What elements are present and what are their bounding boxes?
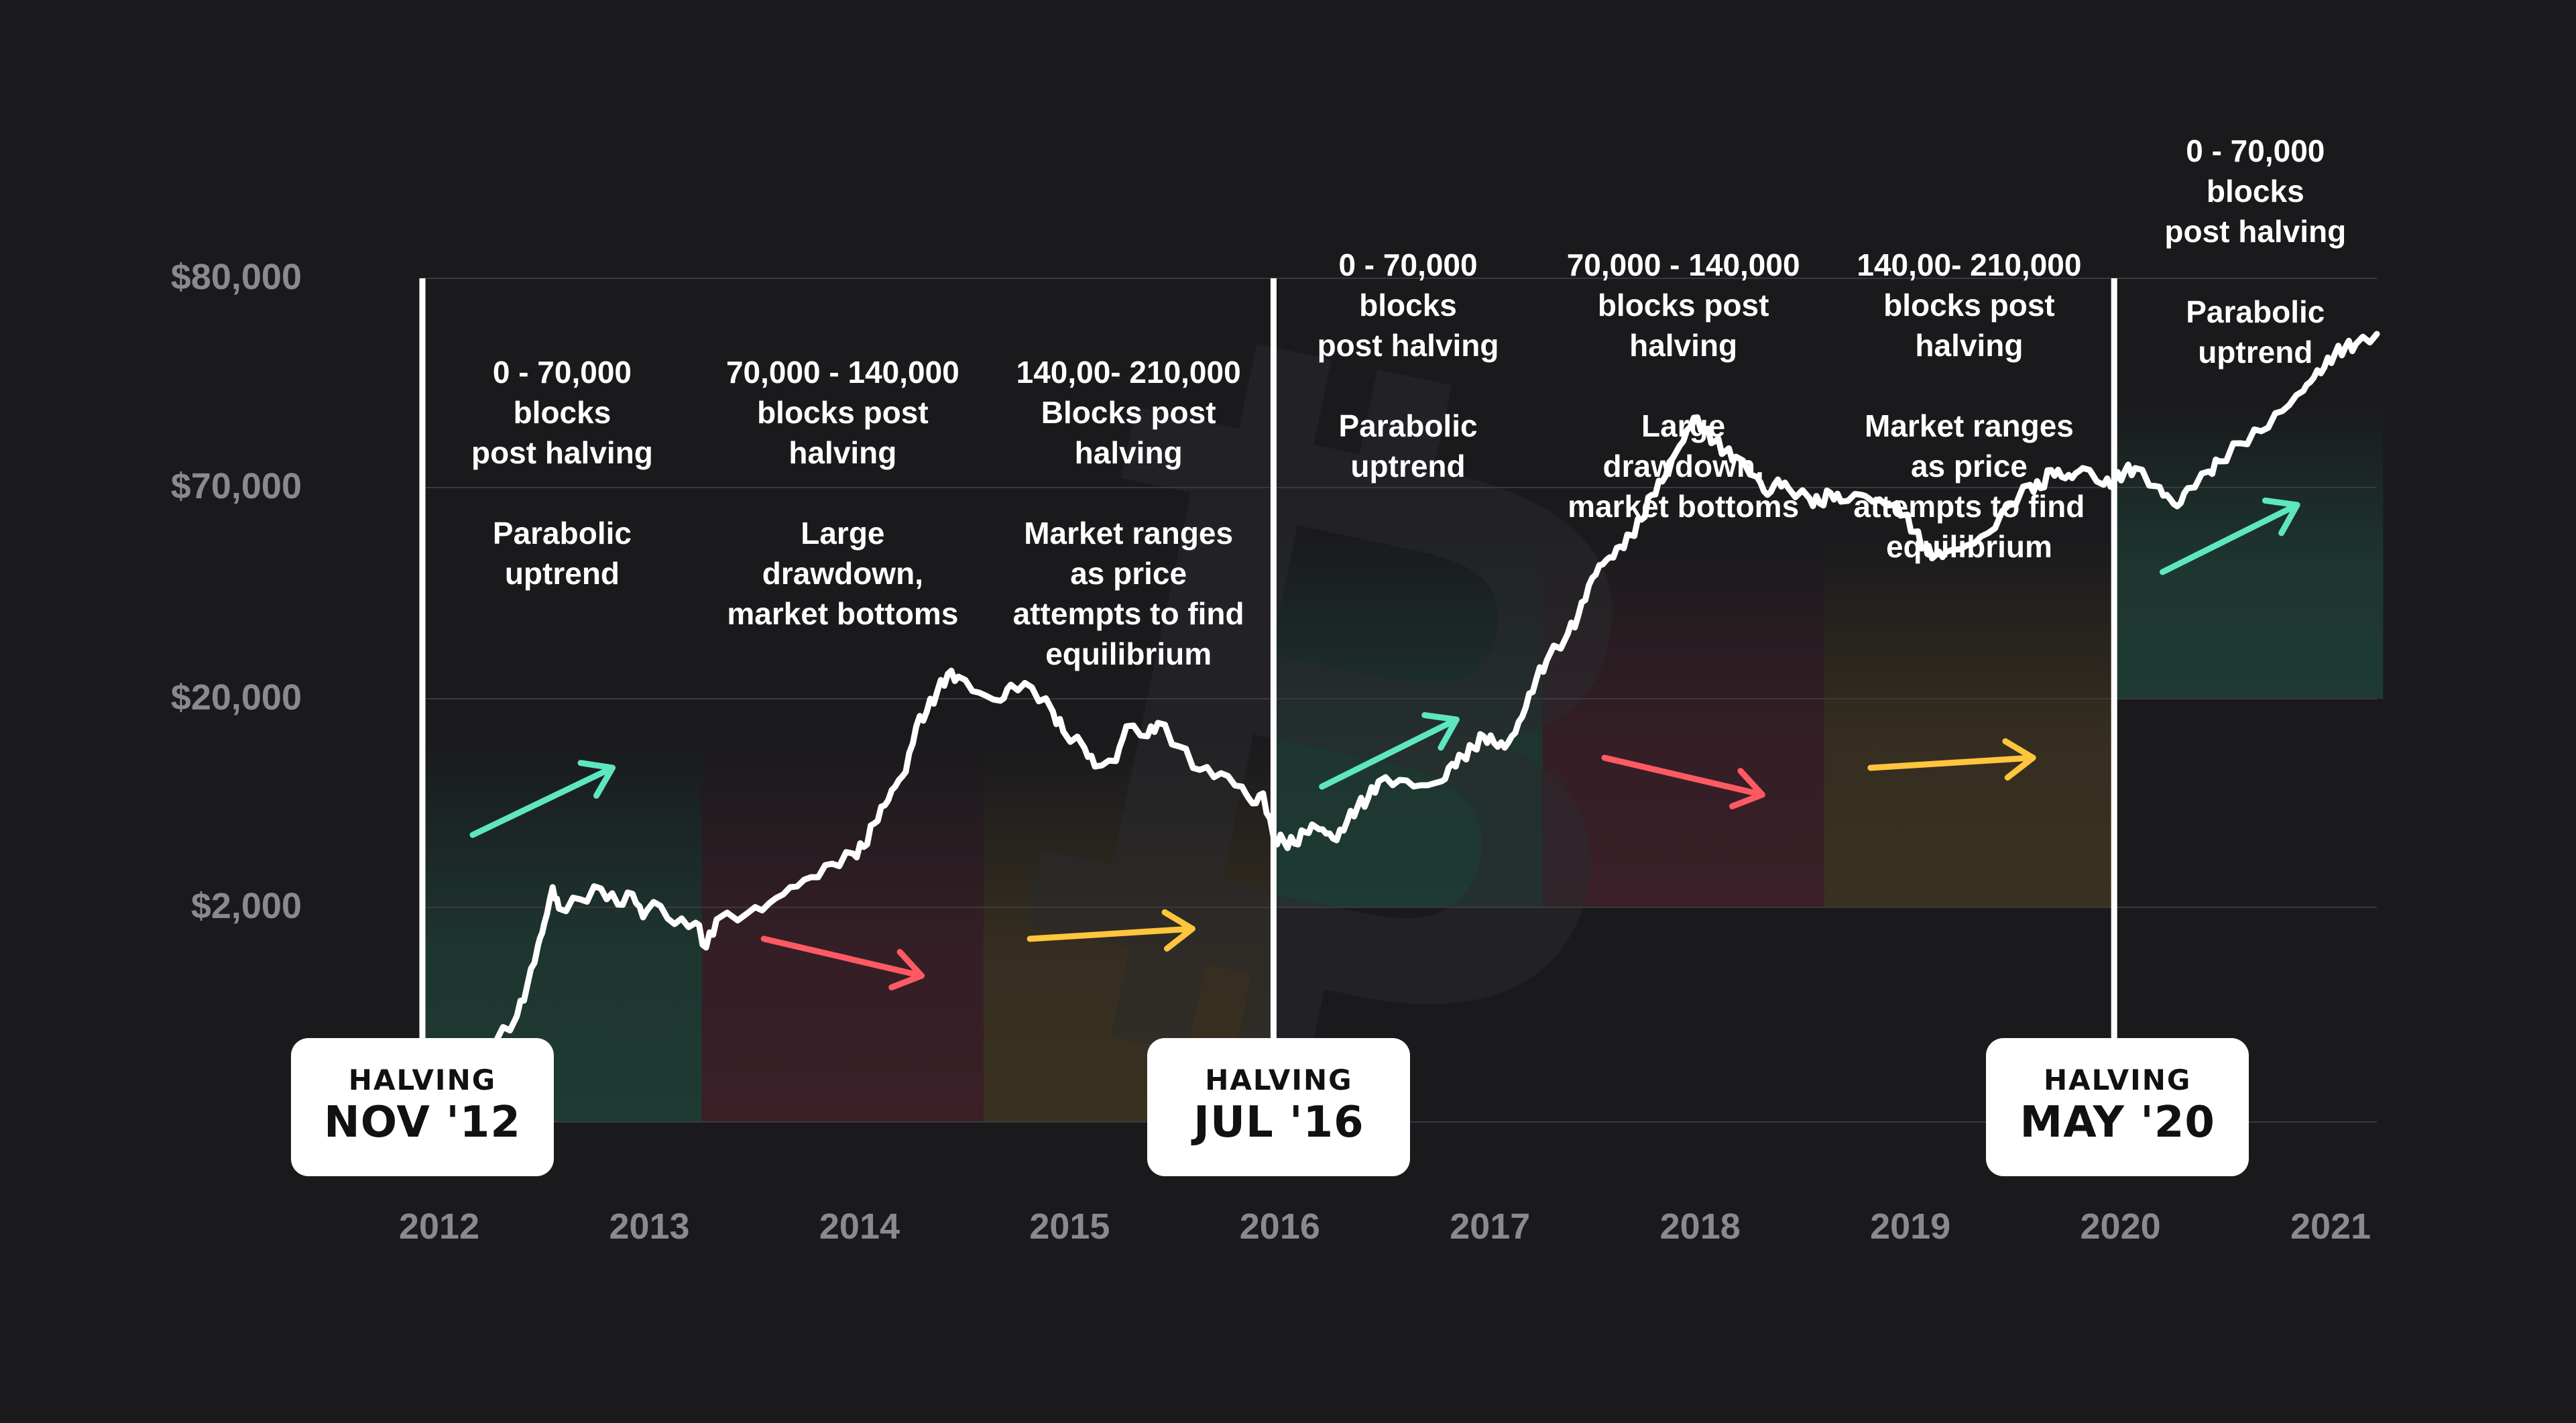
phase-band <box>1542 536 1824 907</box>
y-tick-label: $80,000 <box>170 257 302 297</box>
trend-arrow-down <box>760 935 925 990</box>
price-series <box>430 331 2380 1125</box>
annotation-blocks: 70,000 - 140,000 blocks post halving <box>725 355 959 470</box>
y-tick-label: $70,000 <box>170 466 302 506</box>
annotation-blocks: 0 - 70,000 blocks post halving <box>2164 133 2347 249</box>
x-tick-label: 2013 <box>609 1206 690 1247</box>
x-tick-label: 2018 <box>1659 1206 1741 1247</box>
annotation-description: Large drawdown, market bottoms <box>1568 408 1800 524</box>
annotation-blocks: 0 - 70,000 blocks post halving <box>471 355 653 470</box>
x-tick-label: 2015 <box>1029 1206 1110 1247</box>
annotation-description: Parabolic uptrend <box>2186 294 2325 369</box>
halving-label-top: HALVING <box>348 1064 497 1096</box>
annotation-description: Market ranges as price attempts to find … <box>1853 408 2085 564</box>
phase-annotation: 140,00- 210,000 blocks post halving Marke… <box>1835 245 2103 567</box>
halving-label: HALVING JUL '16 <box>1147 1038 1411 1176</box>
trend-arrow-flat <box>1867 738 2036 781</box>
trend-arrow-up <box>469 760 616 838</box>
x-tick-label: 2017 <box>1450 1206 1531 1247</box>
annotation-description: Parabolic uptrend <box>1338 408 1478 483</box>
phase-annotation: 0 - 70,000 blocks post halving Parabolic … <box>428 352 696 593</box>
trend-arrows <box>469 497 2300 990</box>
x-tick-label: 2020 <box>2080 1206 2161 1247</box>
trend-arrow-flat <box>1027 909 1195 952</box>
annotation-description: Large drawdown, market bottoms <box>727 516 959 631</box>
phase-annotation: 70,000 - 140,000 blocks post halving Larg… <box>709 352 977 634</box>
annotation-blocks: 140,00- 210,000 Blocks post halving <box>1016 355 1241 470</box>
x-tick-label: 2021 <box>2290 1206 2372 1247</box>
x-tick-label: 2012 <box>398 1206 480 1247</box>
trend-arrow-up <box>1319 712 1460 790</box>
phase-backgrounds <box>422 402 2384 1122</box>
x-tick-label: 2014 <box>819 1206 900 1247</box>
phase-band <box>1824 536 2115 907</box>
annotation-blocks: 0 - 70,000 blocks post halving <box>1317 247 1499 363</box>
halving-label-date: NOV '12 <box>324 1098 521 1147</box>
halving-label-date: MAY '20 <box>2019 1098 2215 1147</box>
annotation-blocks: 140,00- 210,000 blocks post halving <box>1857 247 2082 363</box>
phase-annotation: 0 - 70,000 blocks post halving Parabolic … <box>1274 245 1542 486</box>
x-tick-label: 2016 <box>1239 1206 1320 1247</box>
halving-lines <box>419 278 2117 1046</box>
annotation-description: Market ranges as price attempts to find … <box>1012 516 1244 671</box>
phase-band <box>2114 402 2384 699</box>
phase-annotation: 140,00- 210,000 Blocks post halving Marke… <box>994 352 1263 674</box>
y-tick-label: $20,000 <box>170 677 302 718</box>
halving-label-top: HALVING <box>2043 1064 2192 1096</box>
halving-label-top: HALVING <box>1205 1064 1353 1096</box>
trend-arrow-up <box>2159 497 2300 575</box>
phase-band <box>1273 536 1543 907</box>
halving-label: HALVING MAY '20 <box>1986 1038 2249 1176</box>
annotation-blocks: 70,000 - 140,000 blocks post halving <box>1566 247 1800 363</box>
halving-label-date: JUL '16 <box>1193 1098 1364 1147</box>
annotation-description: Parabolic uptrend <box>492 516 632 591</box>
phase-annotation: 0 - 70,000 blocks post halving Parabolic … <box>2121 131 2390 372</box>
trend-arrow-down <box>1601 754 1765 809</box>
halving-label: HALVING NOV '12 <box>291 1038 554 1176</box>
phase-band <box>701 739 984 1122</box>
price-line <box>430 331 2380 1125</box>
phase-annotation: 70,000 - 140,000 blocks post halving Larg… <box>1549 245 1818 526</box>
x-tick-label: 2019 <box>1870 1206 1951 1247</box>
y-tick-label: $2,000 <box>190 886 302 926</box>
